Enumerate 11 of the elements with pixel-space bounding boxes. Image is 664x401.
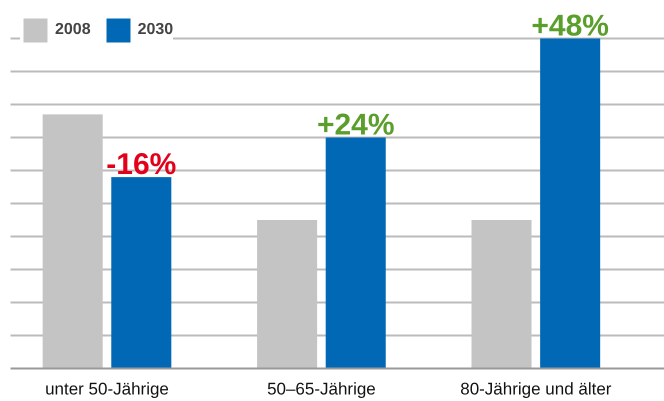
legend-label: 2008 [55, 21, 91, 39]
annotation: +48% [531, 10, 609, 42]
bar [111, 177, 172, 368]
annotation: -16% [106, 148, 176, 182]
bar [326, 138, 386, 368]
legend-label: 2030 [138, 21, 174, 39]
annotation: +24% [316, 108, 395, 142]
x-tick-label: 80-Jährige und älter [460, 380, 612, 398]
x-tick-label: unter 50-Jährige [45, 380, 169, 398]
x-tick-label: 50–65-Jährige [267, 380, 376, 398]
bar [540, 38, 600, 368]
